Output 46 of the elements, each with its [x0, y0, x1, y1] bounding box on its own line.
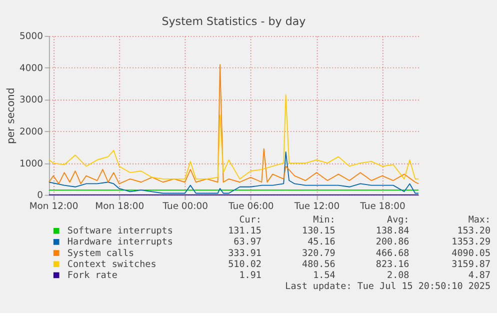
text: Min:: [313, 214, 336, 226]
text: 200.86: [376, 236, 410, 248]
legend-label: System calls: [67, 248, 134, 259]
text: 1353.29: [452, 236, 491, 248]
y-tick-label: 2000: [19, 126, 44, 138]
text: 138.84: [376, 226, 410, 237]
x-tick-label: Mon 18:00: [95, 201, 144, 212]
legend-label: Hardware interrupts: [67, 236, 173, 248]
legend-label: Context switches: [67, 258, 156, 270]
y-tick-label: 5000: [19, 31, 44, 42]
text: 510.02: [228, 258, 262, 270]
text: 131.15: [228, 226, 262, 237]
text: Max:: [468, 214, 491, 226]
text: 2.08: [387, 270, 410, 281]
text: 63.97: [234, 236, 262, 248]
x-tick-label: Mon 12:00: [29, 201, 78, 212]
text: 333.91: [228, 248, 262, 259]
text: 45.16: [308, 236, 336, 248]
x-tick-label: Tue 06:00: [228, 201, 274, 212]
x-tick-label: Tue 12:00: [293, 201, 340, 212]
x-tick-label: Tue 18:00: [359, 201, 406, 212]
line-series: [48, 64, 419, 184]
y-tick-label: 3000: [19, 94, 44, 106]
text: 823.16: [376, 258, 410, 270]
chart-title: System Statistics - by day: [162, 14, 306, 28]
y-tick-label: 0: [37, 190, 44, 202]
text: 1.54: [313, 270, 336, 281]
text: 3159.87: [452, 258, 491, 270]
text: 153.20: [457, 226, 491, 237]
y-axis-title: per second: [6, 88, 17, 144]
legend-label: Fork rate: [67, 270, 118, 281]
y-tick-label: 4000: [19, 62, 44, 74]
x-tick-label: Tue 00:00: [162, 201, 208, 212]
text: 4.87: [468, 270, 491, 281]
text: 130.15: [302, 226, 336, 237]
text: 4090.05: [452, 248, 491, 259]
line-series: [48, 94, 419, 180]
text: Cur:: [239, 214, 262, 226]
text: 1.91: [239, 270, 262, 281]
text: 320.79: [302, 248, 336, 259]
y-tick-label: 1000: [19, 158, 44, 170]
text: 480.56: [302, 258, 336, 270]
text: 466.68: [376, 248, 410, 259]
legend-label: Software interrupts: [67, 226, 173, 237]
text: Last update: Tue Jul 15 20:50:10 2025: [285, 281, 491, 292]
text: Avg:: [387, 214, 410, 226]
